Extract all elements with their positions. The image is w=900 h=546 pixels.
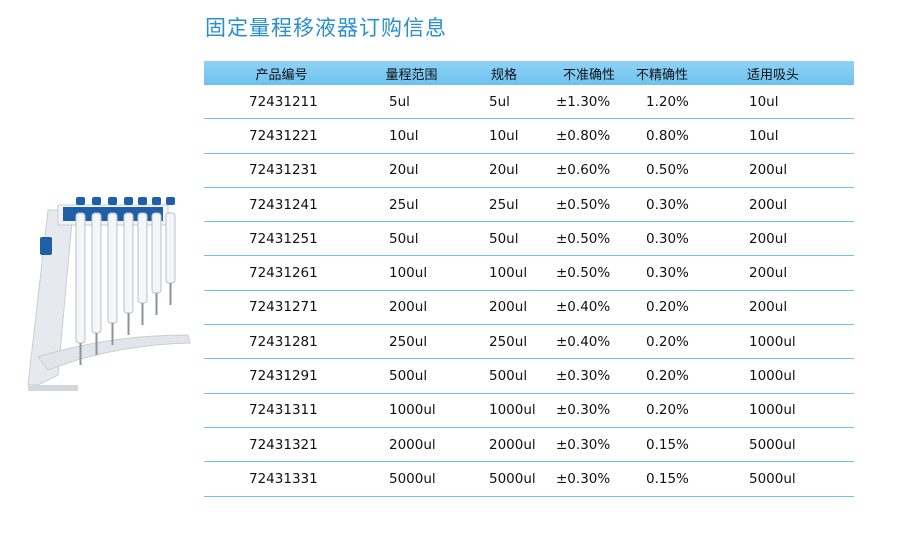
pipette-stand-illustration [27,197,191,391]
specification-cell: 5ul [464,85,544,120]
inaccuracy-cell: ±0.50% [544,187,634,223]
volume-range-cell: 100ul [359,255,464,291]
table-header-row: 产品编号 量程范围 规格 不准确性 不精确性 适用吸头 [204,61,854,85]
inaccuracy-cell: ±0.60% [544,153,634,188]
table-row: 72431281 250ul 250ul ±0.40% 0.20% 1000ul [204,324,854,360]
product-number-cell: 72431241 [204,187,359,223]
table-row: 72431231 20ul 20ul ±0.60% 0.50% 200ul [204,153,854,188]
compatible-tip-cell: 1000ul [729,393,854,428]
compatible-tip-cell: 200ul [729,290,854,326]
product-number-cell: 72431311 [204,393,359,428]
inaccuracy-cell: ±0.30% [544,427,634,463]
compatible-tip-cell: 200ul [729,153,854,188]
imprecision-cell: 0.30% [634,187,729,223]
compatible-tip-cell: 5000ul [729,461,854,497]
compatible-tip-cell: 10ul [729,118,854,154]
volume-range-cell: 500ul [359,358,464,394]
inaccuracy-cell: ±0.50% [544,221,634,257]
product-number-cell: 72431221 [204,118,359,154]
ordering-table: 产品编号 量程范围 规格 不准确性 不精确性 适用吸头 72431211 5ul 5… [204,61,854,497]
volume-range-cell: 10ul [359,118,464,154]
imprecision-cell: 0.80% [634,118,729,154]
volume-range-cell: 250ul [359,324,464,360]
inaccuracy-cell: ±1.30% [544,85,634,120]
table-row: 72431211 5ul 5ul ±1.30% 1.20% 10ul [204,85,854,120]
inaccuracy-cell: ±0.40% [544,324,634,360]
product-number-cell: 72431271 [204,290,359,326]
header-specification: 规格 [464,61,544,85]
inaccuracy-cell: ±0.80% [544,118,634,154]
specification-cell: 200ul [464,290,544,326]
product-number-cell: 72431281 [204,324,359,360]
imprecision-cell: 0.20% [634,358,729,394]
product-number-cell: 72431211 [204,85,359,120]
table-row: 72431291 500ul 500ul ±0.30% 0.20% 1000ul [204,358,854,394]
specification-cell: 5000ul [464,461,544,497]
table-row: 72431241 25ul 25ul ±0.50% 0.30% 200ul [204,187,854,223]
specification-cell: 50ul [464,221,544,257]
product-number-cell: 72431251 [204,221,359,257]
imprecision-cell: 0.20% [634,290,729,326]
table-row: 72431331 5000ul 5000ul ±0.30% 0.15% 5000ul [204,461,854,497]
volume-range-cell: 20ul [359,153,464,188]
inaccuracy-cell: ±0.50% [544,255,634,291]
imprecision-cell: 0.30% [634,221,729,257]
volume-range-cell: 50ul [359,221,464,257]
volume-range-cell: 5000ul [359,461,464,497]
specification-cell: 25ul [464,187,544,223]
imprecision-cell: 0.30% [634,255,729,291]
specification-cell: 250ul [464,324,544,360]
compatible-tip-cell: 5000ul [729,427,854,463]
compatible-tip-cell: 200ul [729,187,854,223]
specification-cell: 100ul [464,255,544,291]
imprecision-cell: 0.15% [634,427,729,463]
table-row: 72431261 100ul 100ul ±0.50% 0.30% 200ul [204,255,854,291]
volume-range-cell: 1000ul [359,393,464,428]
table-row: 72431321 2000ul 2000ul ±0.30% 0.15% 5000ul [204,427,854,463]
volume-range-cell: 5ul [359,85,464,120]
compatible-tip-cell: 200ul [729,221,854,257]
compatible-tip-cell: 10ul [729,85,854,120]
inaccuracy-cell: ±0.30% [544,393,634,428]
header-compatible-tip: 适用吸头 [729,61,854,85]
imprecision-cell: 0.15% [634,461,729,497]
page-title: 固定量程移液器订购信息 [205,16,447,40]
volume-range-cell: 25ul [359,187,464,223]
specification-cell: 500ul [464,358,544,394]
product-number-cell: 72431231 [204,153,359,188]
product-number-cell: 72431321 [204,427,359,463]
product-number-cell: 72431261 [204,255,359,291]
inaccuracy-cell: ±0.30% [544,461,634,497]
compatible-tip-cell: 1000ul [729,358,854,394]
volume-range-cell: 200ul [359,290,464,326]
header-inaccuracy: 不准确性 [544,61,634,85]
imprecision-cell: 1.20% [634,85,729,120]
table-row: 72431251 50ul 50ul ±0.50% 0.30% 200ul [204,221,854,257]
header-volume-range: 量程范围 [359,61,464,85]
specification-cell: 10ul [464,118,544,154]
table-row: 72431221 10ul 10ul ±0.80% 0.80% 10ul [204,118,854,154]
inaccuracy-cell: ±0.40% [544,290,634,326]
specification-cell: 2000ul [464,427,544,463]
specification-cell: 1000ul [464,393,544,428]
table-row: 72431311 1000ul 1000ul ±0.30% 0.20% 1000ul [204,393,854,428]
inaccuracy-cell: ±0.30% [544,358,634,394]
product-number-cell: 72431331 [204,461,359,497]
specification-cell: 20ul [464,153,544,188]
compatible-tip-cell: 1000ul [729,324,854,360]
imprecision-cell: 0.20% [634,324,729,360]
imprecision-cell: 0.50% [634,153,729,188]
table-row: 72431271 200ul 200ul ±0.40% 0.20% 200ul [204,290,854,326]
header-imprecision: 不精确性 [634,61,729,85]
compatible-tip-cell: 200ul [729,255,854,291]
imprecision-cell: 0.20% [634,393,729,428]
volume-range-cell: 2000ul [359,427,464,463]
header-product-number: 产品编号 [204,61,359,85]
product-number-cell: 72431291 [204,358,359,394]
